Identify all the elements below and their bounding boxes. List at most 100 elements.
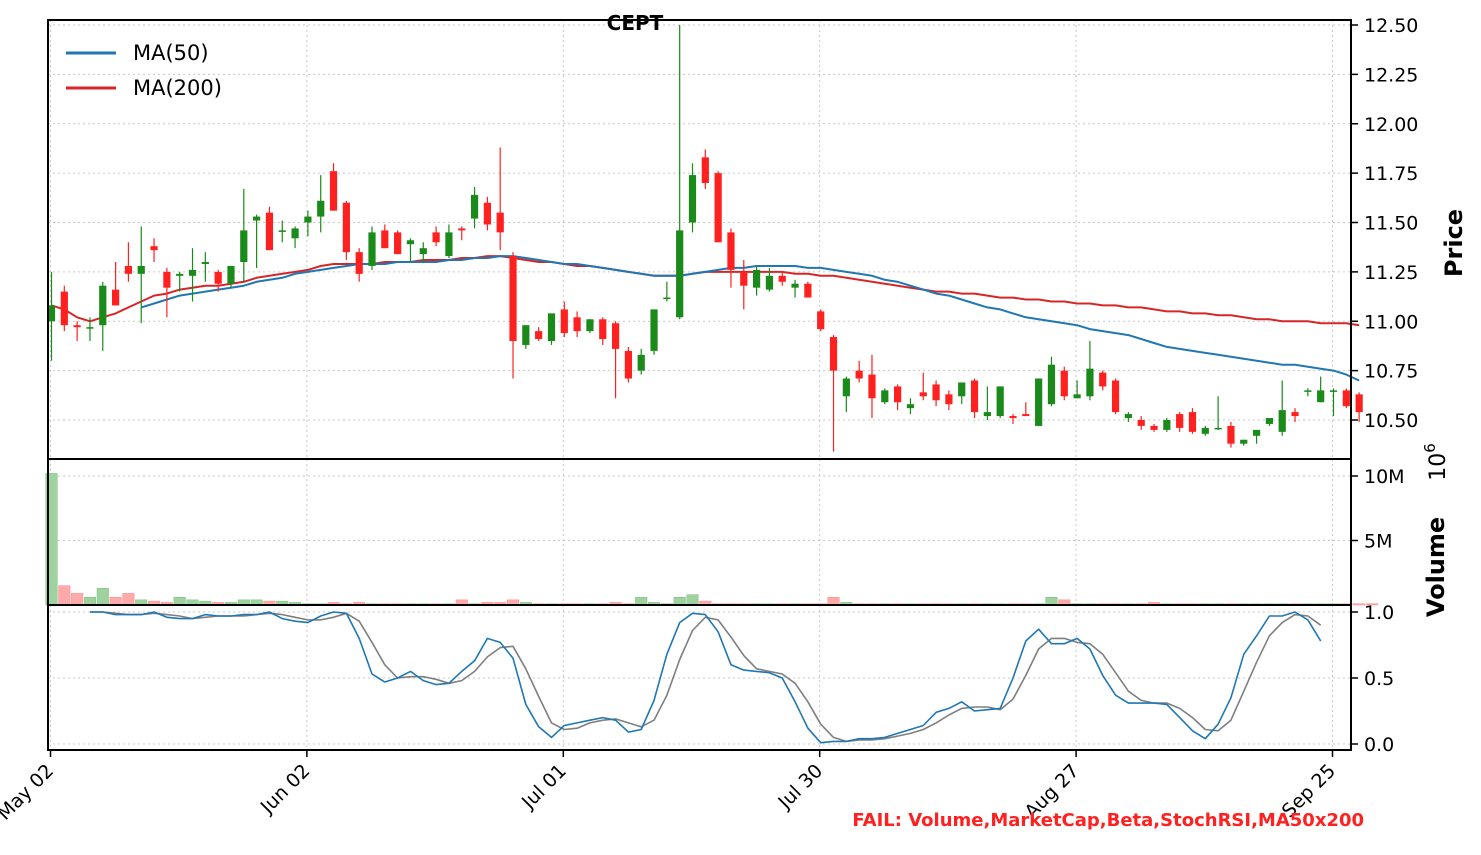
candle-body	[355, 252, 363, 274]
candle-body	[765, 275, 774, 290]
price-tick-label: 10.50	[1364, 410, 1418, 432]
price-tick-label: 11.75	[1364, 163, 1418, 185]
candle-body	[1278, 410, 1286, 432]
candlesticks	[47, 25, 1363, 452]
stochastic-tick-label: 1.0	[1364, 602, 1394, 624]
legend-ma200-label: MA(200)	[133, 76, 222, 100]
stochastic-axis-ticks: 0.0 0.5 1.0	[1351, 602, 1394, 756]
candle-body	[1086, 368, 1094, 397]
candle-body	[676, 230, 684, 318]
chart-title: CEPT	[607, 11, 664, 35]
candle-body	[522, 325, 530, 345]
volume-bar	[1353, 603, 1366, 606]
candle-body	[1201, 427, 1209, 434]
candle-body	[317, 200, 325, 217]
volume-bar	[635, 597, 648, 606]
candle-body	[253, 216, 261, 221]
candle-body	[1355, 394, 1363, 413]
volume-bar	[83, 597, 96, 606]
candle-body	[214, 271, 222, 284]
candle-body	[1304, 390, 1312, 392]
candle-body	[1009, 416, 1017, 419]
candle-body	[1188, 412, 1197, 432]
candle-body	[1073, 394, 1081, 399]
candle-body	[1252, 429, 1261, 436]
volume-bar	[686, 594, 699, 606]
candle-body	[1111, 380, 1120, 413]
candle-body	[176, 273, 184, 276]
candle-body	[47, 305, 56, 322]
volume-axis-ticks: 5M 10M	[1351, 466, 1405, 553]
candle-body	[496, 212, 504, 233]
candle-body	[291, 228, 299, 239]
candle-body	[945, 394, 953, 405]
candle-body	[227, 265, 235, 284]
stochastic-k-line	[90, 611, 1322, 744]
volume-bar	[827, 597, 840, 606]
price-tick-label: 12.25	[1364, 64, 1418, 86]
candle-body	[842, 378, 850, 397]
candle-body	[60, 291, 68, 326]
volume-axis-label: Volume	[1422, 517, 1450, 617]
volume-bar	[1045, 597, 1058, 606]
candle-body	[432, 232, 440, 243]
candle-body	[1214, 427, 1222, 430]
candle-body	[1137, 420, 1145, 426]
candle-body	[1176, 414, 1184, 428]
candle-body	[932, 384, 940, 401]
candle-body	[163, 271, 171, 288]
candle-body	[791, 283, 799, 288]
candle-body	[265, 212, 274, 251]
candle-body	[829, 337, 838, 371]
candle-body	[1317, 390, 1325, 403]
candle-body	[855, 370, 863, 379]
candle-body	[1342, 390, 1350, 407]
candle-body	[586, 319, 594, 332]
candle-body	[624, 350, 632, 379]
candle-body	[329, 171, 338, 211]
candle-body	[663, 297, 671, 300]
candle-body	[1240, 439, 1248, 444]
candle-body	[688, 175, 697, 223]
candle-body	[535, 331, 543, 340]
price-tick-label: 11.50	[1364, 213, 1418, 235]
candle-body	[958, 382, 966, 397]
candle-body	[150, 246, 158, 251]
candle-body	[983, 412, 991, 417]
candle-body	[1022, 414, 1030, 417]
moving-average-lines	[51, 255, 1360, 382]
candle-body	[381, 230, 389, 249]
volume-bar	[58, 585, 71, 606]
candle-body	[86, 327, 94, 329]
volume-bar	[71, 593, 84, 606]
candle-body	[1227, 425, 1235, 444]
candle-body	[1035, 378, 1043, 426]
candle-body	[1163, 420, 1171, 430]
candle-body	[906, 404, 915, 409]
candle-body	[1124, 414, 1132, 419]
volume-bar	[173, 597, 186, 606]
candle-body	[611, 323, 620, 349]
volume-tick-label: 10M	[1364, 466, 1405, 488]
candle-body	[714, 173, 722, 243]
candle-body	[73, 325, 81, 328]
candle-body	[573, 317, 581, 332]
stochastic-lines	[90, 611, 1322, 744]
price-axis-ticks: 10.50 10.75 11.00 11.25 11.50 11.75 12.00 12.25…	[1351, 15, 1418, 432]
candle-body	[240, 230, 248, 262]
candle-body	[419, 248, 427, 255]
candle-body	[201, 262, 209, 264]
candle-body	[342, 202, 350, 253]
volume-bar	[1365, 603, 1378, 606]
price-tick-label: 11.25	[1364, 262, 1418, 284]
candle-body	[1329, 390, 1338, 392]
candle-body	[99, 285, 107, 326]
candle-body	[124, 265, 133, 274]
candle-body	[894, 386, 902, 403]
volume-bar	[673, 597, 686, 606]
candle-body	[637, 354, 645, 371]
candle-body	[740, 271, 748, 286]
price-tick-label: 11.00	[1364, 311, 1418, 333]
